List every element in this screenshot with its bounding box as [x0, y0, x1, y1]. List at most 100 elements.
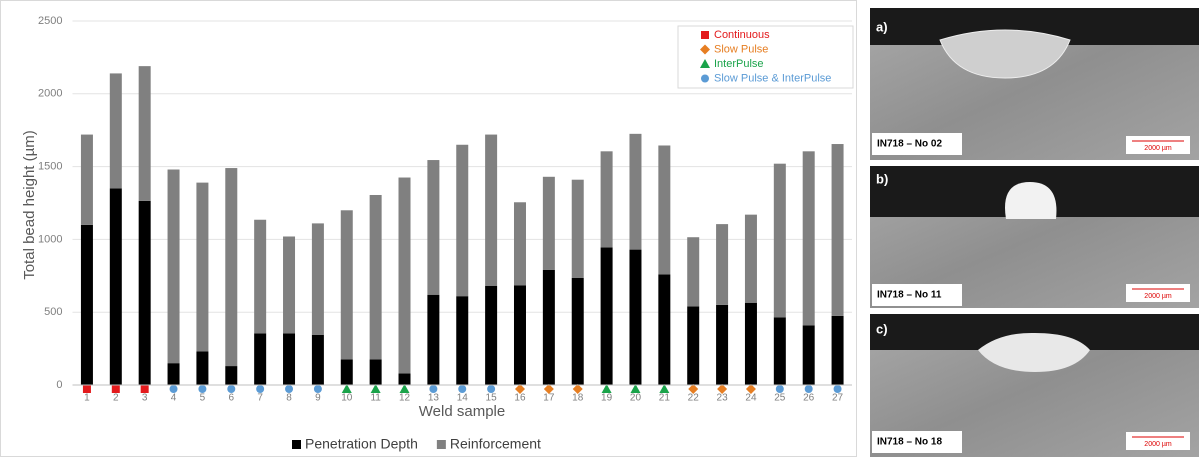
bar-segment	[341, 360, 353, 385]
bar-segment	[745, 303, 757, 385]
y-tick-label: 2000	[38, 88, 62, 100]
micrograph-b: b) IN718 – No 11 2000 µm	[870, 166, 1199, 308]
bar-segment	[456, 296, 468, 385]
scale-label: 2000 µm	[1144, 441, 1172, 448]
bar-segment	[110, 73, 122, 188]
x-tick-label: 13	[428, 393, 440, 404]
legend-label: Continuous	[714, 29, 770, 41]
bar-segment	[716, 224, 728, 305]
bar-segment	[110, 188, 122, 385]
legend-marker	[701, 75, 709, 83]
bar-segment	[485, 135, 497, 286]
y-tick-label: 0	[56, 379, 62, 391]
bar-segment	[774, 317, 786, 385]
bar-segment	[485, 286, 497, 385]
bar-segment	[543, 270, 555, 385]
bar-segment	[399, 178, 411, 374]
x-tick-label: 18	[572, 393, 584, 404]
bar-segment	[629, 134, 641, 250]
bar-segment	[370, 195, 382, 360]
bar-segment	[629, 250, 641, 385]
legend-label: Slow Pulse & InterPulse	[714, 72, 831, 84]
legend-label: InterPulse	[714, 58, 764, 70]
bar-segment	[225, 366, 237, 385]
x-tick-label: 24	[745, 393, 757, 404]
bar-segment	[168, 170, 180, 364]
bar-segment	[803, 325, 815, 385]
bar-segment	[254, 333, 266, 385]
bar-segment	[745, 215, 757, 303]
bar-segment	[687, 237, 699, 306]
x-tick-label: 20	[630, 393, 642, 404]
y-tick-label: 1000	[38, 233, 62, 245]
bar-segment	[399, 373, 411, 385]
bar-segment	[341, 210, 353, 359]
x-tick-label: 1	[84, 393, 90, 404]
legend-marker	[701, 31, 709, 39]
x-tick-label: 11	[370, 393, 381, 404]
bar-segment	[687, 306, 699, 385]
bar-segment	[196, 352, 208, 385]
panel-caption: IN718 – No 18	[877, 437, 942, 448]
x-tick-label: 14	[457, 393, 469, 404]
bar-segment	[832, 144, 844, 316]
x-tick-label: 16	[514, 393, 526, 404]
x-tick-label: 9	[315, 393, 321, 404]
legend-label: Reinforcement	[450, 436, 541, 452]
x-tick-label: 22	[688, 393, 700, 404]
bar-segment	[456, 145, 468, 296]
figure: Total bead height (µm) Weld sample a) IN…	[0, 0, 1199, 457]
panel-letter: b)	[876, 171, 888, 186]
bar-segment	[514, 202, 526, 285]
bar-segment	[312, 335, 324, 385]
bar-segment	[514, 285, 526, 385]
panel-caption: IN718 – No 02	[877, 139, 942, 150]
legend-label: Slow Pulse	[714, 43, 768, 55]
x-tick-label: 4	[171, 393, 177, 404]
bar-segment	[716, 305, 728, 385]
bar-segment	[139, 201, 151, 385]
bar-segment	[312, 223, 324, 334]
x-tick-label: 8	[286, 393, 292, 404]
bar-segment	[168, 363, 180, 385]
bar-segment	[601, 247, 613, 385]
bar-segment	[196, 183, 208, 352]
bar-segment	[803, 151, 815, 325]
bar-segment	[139, 66, 151, 201]
bar-segment	[658, 145, 670, 274]
bar-segment	[658, 274, 670, 385]
bar-segment	[81, 225, 93, 385]
x-axis-title: Weld sample	[419, 403, 505, 420]
panel-caption: IN718 – No 11	[877, 290, 942, 301]
bar-segment	[283, 236, 295, 333]
y-tick-label: 1500	[38, 161, 62, 173]
bar-segment	[254, 220, 266, 334]
x-tick-label: 19	[601, 393, 613, 404]
x-tick-label: 6	[229, 393, 235, 404]
x-tick-label: 15	[486, 393, 498, 404]
y-axis-title: Total bead height (µm)	[21, 130, 38, 280]
bar-segment	[427, 295, 439, 385]
legend-swatch	[437, 440, 446, 449]
y-tick-label: 2500	[38, 15, 62, 27]
x-tick-label: 10	[341, 393, 353, 404]
y-tick-label: 500	[44, 306, 62, 318]
legend-label: Penetration Depth	[305, 436, 418, 452]
x-tick-label: 2	[113, 393, 119, 404]
scale-label: 2000 µm	[1144, 293, 1172, 300]
bar-segment	[81, 135, 93, 225]
x-tick-label: 7	[257, 393, 263, 404]
bar-segment	[601, 151, 613, 247]
panel-letter: a)	[876, 19, 888, 34]
bar-segment	[572, 180, 584, 278]
x-tick-label: 3	[142, 393, 148, 404]
x-tick-label: 23	[717, 393, 729, 404]
bar-segment	[427, 160, 439, 295]
bar-segment	[225, 168, 237, 366]
x-tick-label: 5	[200, 393, 206, 404]
page: Total bead height (µm) Weld sample a) IN…	[0, 0, 1199, 462]
bar-segment	[370, 360, 382, 385]
bar-segment	[572, 278, 584, 385]
micrograph-a: a) IN718 – No 02 2000 µm	[870, 8, 1199, 160]
micrograph-c: c) IN718 – No 18 2000 µm	[870, 314, 1199, 457]
